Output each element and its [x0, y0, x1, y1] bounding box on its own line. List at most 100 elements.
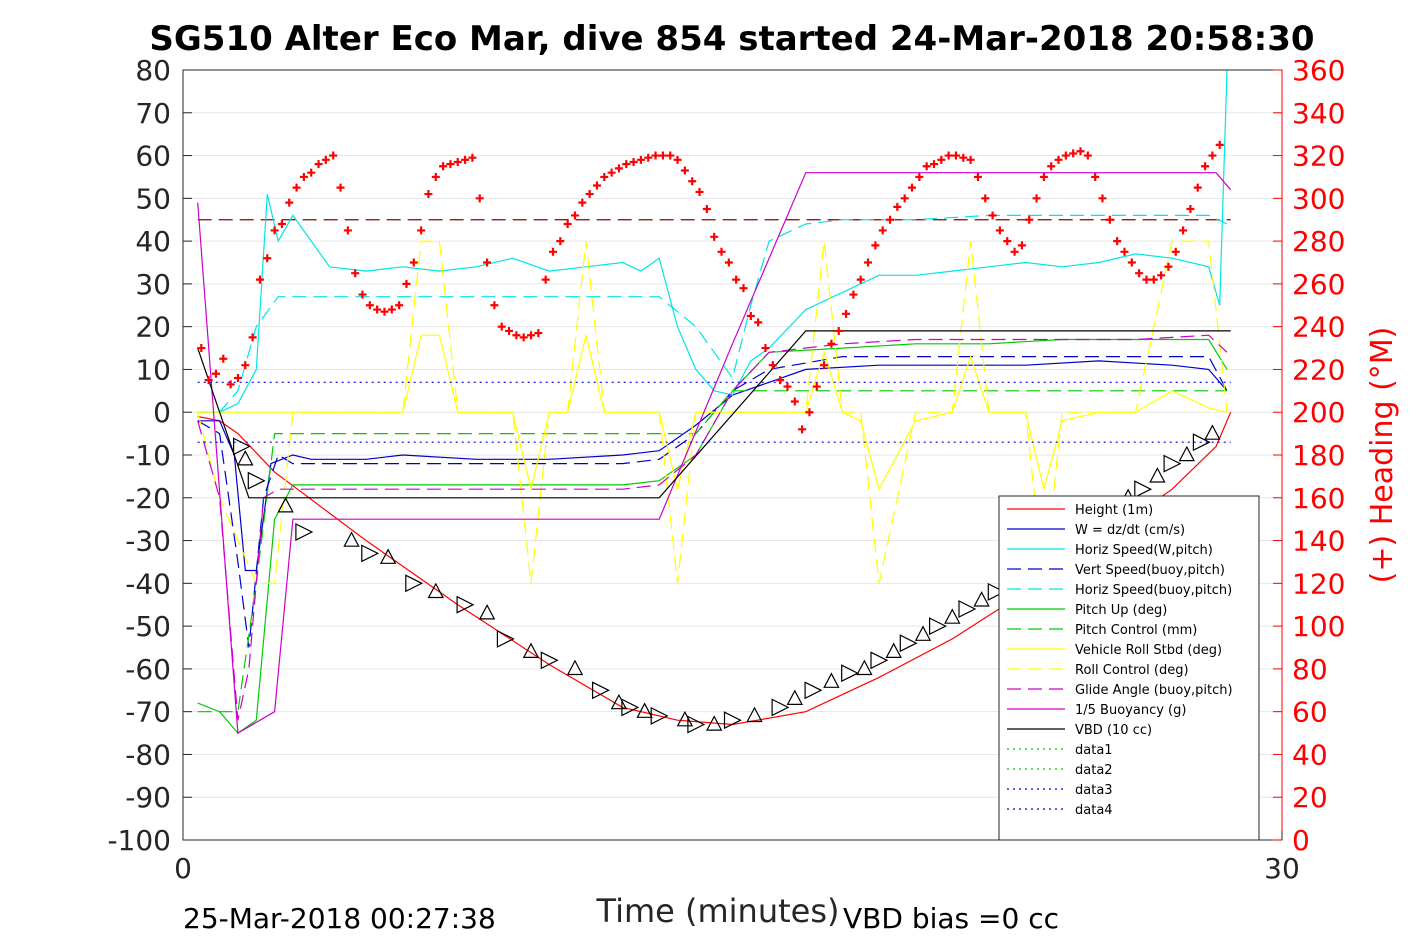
heading-point [937, 155, 946, 164]
heading-point [314, 160, 323, 169]
heading-point [1120, 247, 1129, 256]
heading-point [820, 361, 829, 370]
series-line [197, 338, 1228, 734]
triangle-marker [379, 548, 397, 564]
y-tick-label: 20 [135, 311, 171, 344]
series-line [197, 356, 1228, 648]
heading-point [944, 151, 953, 160]
y-tick-label: 60 [135, 140, 171, 173]
heading-point [702, 205, 711, 214]
triangle-marker [566, 659, 584, 676]
heading-point [1010, 247, 1019, 256]
heading-point [900, 194, 909, 203]
heading-point [527, 331, 536, 340]
series-line [197, 69, 1228, 413]
heading-point [951, 151, 960, 160]
heading-point [380, 307, 389, 316]
heading-point [1098, 194, 1107, 203]
legend-label: data4 [1075, 803, 1113, 818]
heading-point [966, 155, 975, 164]
triangle-marker [746, 706, 763, 723]
triangle-marker [841, 664, 860, 683]
heading-point [776, 376, 785, 385]
triangle-marker [496, 629, 515, 648]
heading-point [285, 198, 294, 207]
triangle-marker [1163, 454, 1182, 473]
heading-point [1127, 258, 1136, 267]
y-right-tick-label: 0 [1292, 824, 1310, 857]
y-right-tick-label: 240 [1292, 311, 1345, 344]
y-right-tick-label: 160 [1292, 482, 1345, 515]
footer-timestamp: 25-Mar-2018 00:27:38 [183, 902, 496, 935]
heading-point [1105, 215, 1114, 224]
heading-point [1179, 226, 1188, 235]
heading-point [453, 157, 462, 166]
y-tick-label: -50 [125, 610, 171, 643]
heading-point [505, 326, 514, 335]
y-right-tick-label: 40 [1292, 738, 1328, 771]
legend-label: W = dz/dt (cm/s) [1075, 523, 1185, 538]
heading-point [761, 344, 770, 353]
heading-point [754, 318, 763, 327]
heading-point [270, 226, 279, 235]
y-right-tick-label: 20 [1292, 781, 1328, 814]
y-tick-label: -100 [107, 824, 171, 857]
heading-point [395, 301, 404, 310]
heading-point [365, 301, 374, 310]
heading-point [878, 226, 887, 235]
legend-label: Height (1m) [1075, 503, 1153, 518]
heading-point [1091, 172, 1100, 181]
y-tick-label: -30 [125, 525, 171, 558]
triangle-marker [786, 689, 803, 706]
y-tick-label: -60 [125, 653, 171, 686]
heading-point [592, 181, 601, 190]
heading-point [578, 198, 587, 207]
triangle-marker [687, 715, 706, 734]
heading-point [636, 155, 645, 164]
heading-point [1193, 183, 1202, 192]
heading-point [973, 172, 982, 181]
heading-point [307, 168, 316, 177]
heading-point [893, 202, 902, 211]
heading-point [1061, 151, 1070, 160]
triangle-marker [591, 681, 610, 700]
series-line [197, 240, 1228, 584]
triangle-marker [771, 698, 790, 717]
y-right-tick-label: 120 [1292, 567, 1345, 600]
triangle-marker [233, 437, 251, 456]
triangle-marker [343, 531, 360, 547]
legend-label: Vehicle Roll Stbd (deg) [1075, 643, 1222, 658]
heading-point [512, 331, 521, 340]
heading-point [1149, 275, 1158, 284]
triangle-marker [405, 574, 424, 593]
series-line [197, 172, 1232, 735]
heading-point [717, 247, 726, 256]
heading-point [666, 151, 675, 160]
y-tick-label: 80 [135, 54, 171, 87]
heading-point [321, 155, 330, 164]
heading-point [805, 408, 814, 417]
triangle-marker [973, 591, 990, 607]
heading-point [343, 226, 352, 235]
triangle-marker [427, 582, 444, 599]
triangle-marker [804, 681, 823, 700]
legend-label: Horiz Speed(W,pitch) [1075, 543, 1213, 558]
triangle-marker [723, 711, 742, 730]
legend: Height (1m) W = dz/dt (cm/s) Horiz Speed(W… [998, 495, 1260, 841]
y-right-tick-label: 320 [1292, 140, 1345, 173]
y-right-tick-label: 180 [1292, 439, 1345, 472]
heading-point [351, 269, 360, 278]
legend-label: 1/5 Buoyancy (g) [1075, 703, 1186, 718]
y-right-tick-label: 300 [1292, 182, 1345, 215]
triangle-marker [295, 523, 314, 541]
triangle-marker [247, 471, 266, 490]
heading-point [871, 241, 880, 250]
heading-point [746, 311, 755, 320]
heading-point [263, 254, 272, 263]
heading-point [439, 162, 448, 171]
legend-label: data3 [1075, 783, 1113, 798]
triangle-marker [706, 715, 723, 731]
triangle-marker [361, 544, 380, 563]
x-axis-label: Time (minutes) [596, 892, 840, 930]
heading-point [336, 183, 345, 192]
